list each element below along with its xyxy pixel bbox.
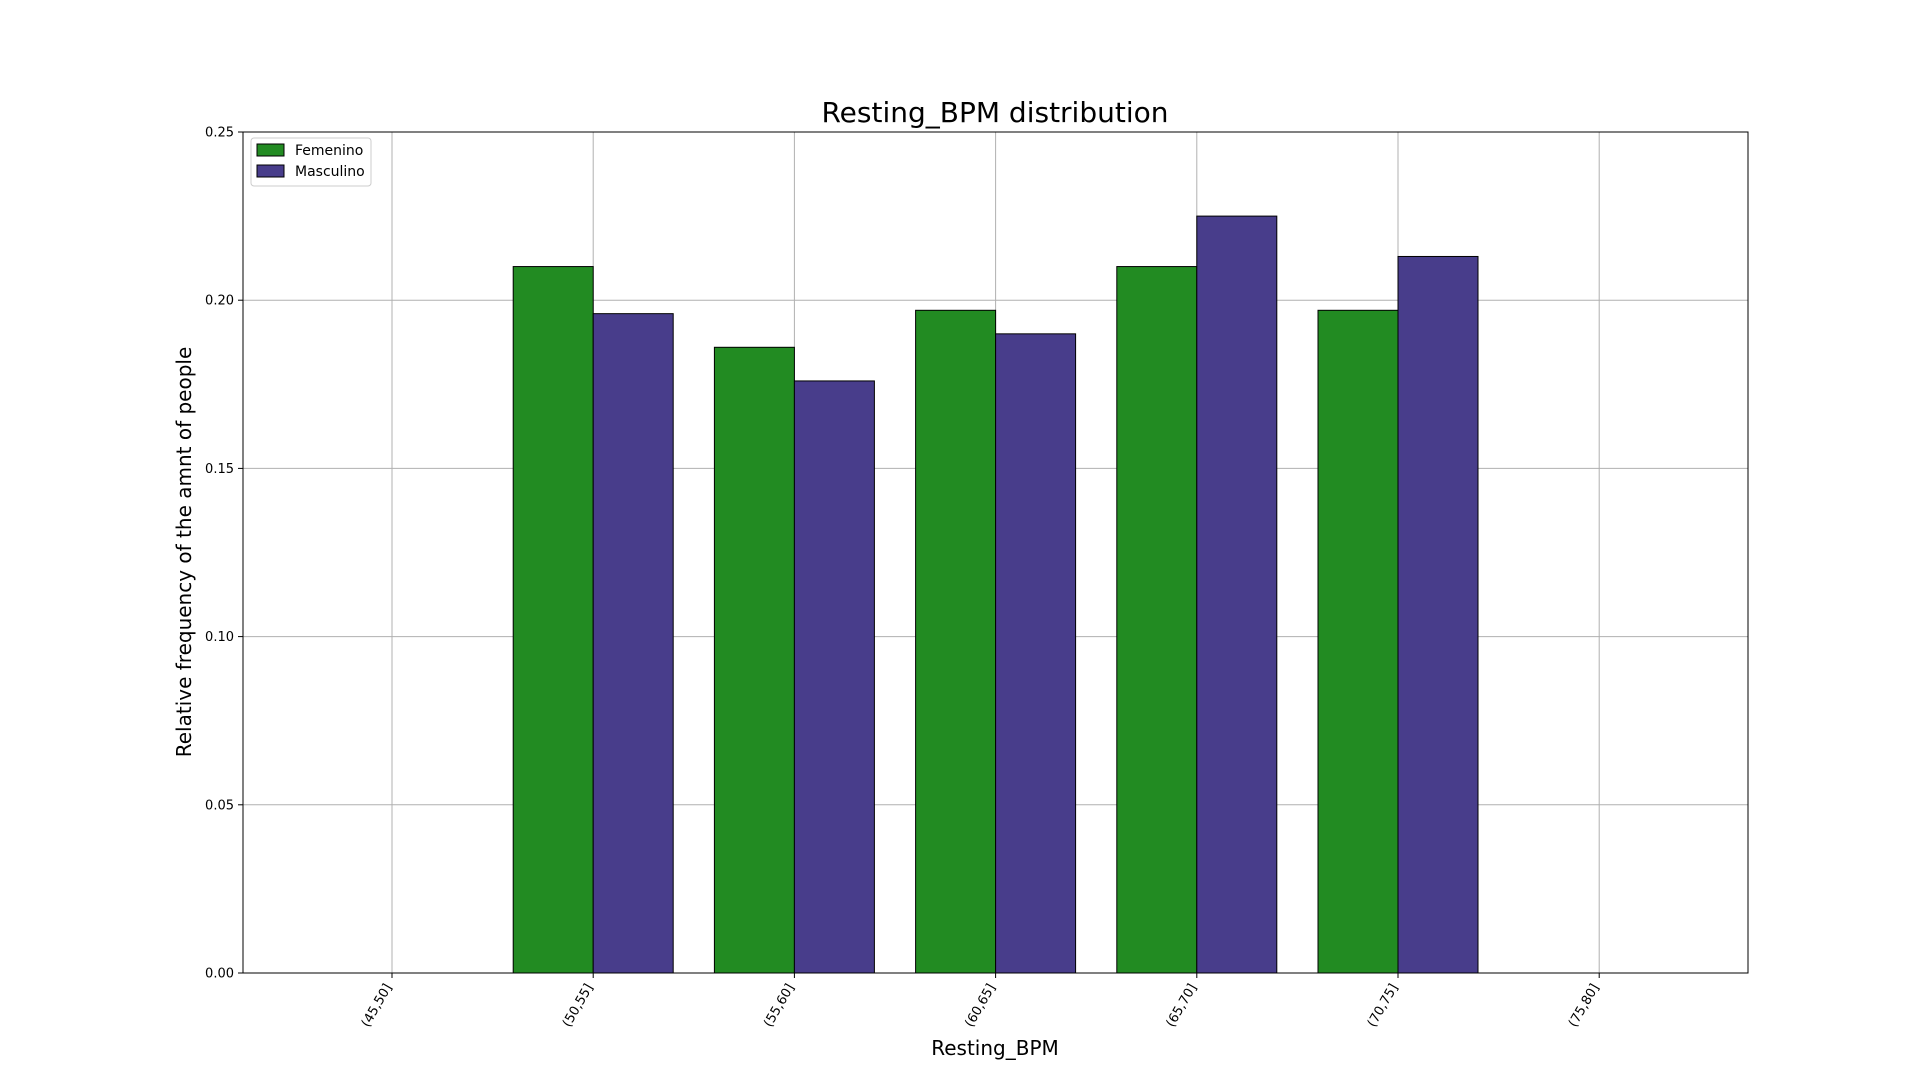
x-tick-label: (65,70] [1164,982,1201,1031]
chart-title: Resting_BPM distribution [821,96,1168,129]
legend-swatch-femenino [256,143,285,157]
legend-label-masculino: Masculino [295,164,365,180]
y-tick-label: 0.20 [205,294,234,309]
x-axis-label: Resting_BPM [931,1036,1059,1060]
bar-femenino-4 [1116,266,1198,974]
bar-femenino-2 [713,346,795,974]
legend-label-femenino: Femenino [295,143,363,159]
x-axis-ticks: (45,50] (50,55] (55,60] (60,65] (65,70] (70,7… [359,973,1603,1030]
bar-femenino-3 [915,309,997,974]
x-tick-label: (45,50] [359,982,396,1031]
y-tick-label: 0.05 [205,798,234,813]
legend: Femenino Masculino [250,137,372,187]
bar-masculino-4 [1196,215,1278,974]
x-tick-label: (50,55] [560,982,597,1031]
bar-femenino-1 [512,266,594,974]
x-tick-label: (70,75] [1365,982,1402,1031]
bars [512,215,1479,974]
bar-masculino-1 [592,313,674,974]
y-tick-label: 0.10 [205,630,234,645]
bar-femenino-5 [1317,309,1399,974]
y-axis-ticks: 0.00 0.05 0.10 0.15 0.20 0.25 [205,126,243,982]
y-tick-label: 0.00 [205,967,234,982]
y-axis-label: Relative frequency of the amnt of people [172,347,196,758]
x-tick-label: (75,80] [1566,982,1603,1031]
y-tick-label: 0.25 [205,126,234,141]
y-tick-label: 0.15 [205,462,234,477]
bar-masculino-2 [793,380,875,974]
bar-masculino-5 [1397,255,1479,974]
legend-swatch-masculino [256,164,285,178]
bar-masculino-3 [995,333,1077,974]
x-tick-label: (55,60] [761,982,798,1031]
x-tick-label: (60,65] [962,982,999,1031]
